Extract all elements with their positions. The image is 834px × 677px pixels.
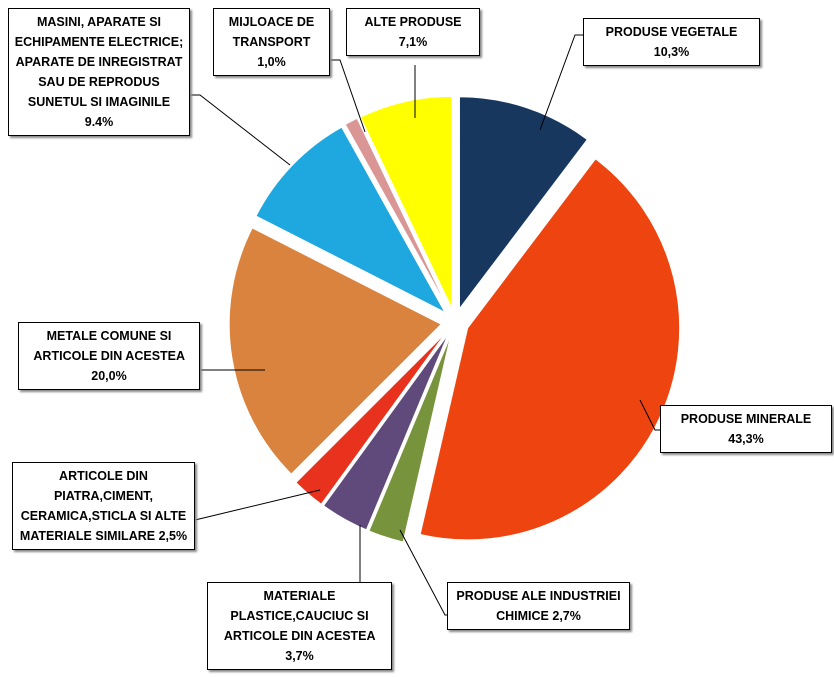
value-label: 1,0% (257, 55, 286, 69)
slice-label: ALTE PRODUSE 7,1% (346, 8, 480, 56)
value-label: 20,0% (91, 369, 127, 383)
leader-line (539, 34, 583, 131)
leader-line (194, 489, 321, 521)
pie-slice (359, 95, 453, 309)
value-label: 43,3% (728, 432, 764, 446)
pie-slice (322, 333, 449, 531)
leader-line (330, 59, 366, 133)
leader-line (399, 529, 447, 616)
value-label: 9.4% (84, 115, 114, 129)
pie-slice (295, 332, 447, 505)
category-name: ALTE PRODUSE (364, 15, 462, 29)
slice-label: MASINI, APARATE SI ECHIPAMENTE ELECTRICE… (8, 8, 190, 136)
category-name: ARTICOLE DIN PIATRA,CIMENT, CERAMICA,STI… (19, 469, 187, 543)
category-name: MIJLOACE DE TRANSPORT (228, 15, 315, 49)
value-label: 2,7% (552, 609, 581, 623)
slice-label: MIJLOACE DE TRANSPORT 1,0% (213, 8, 330, 76)
slice-label: PRODUSE MINERALE 43,3% (660, 405, 832, 453)
slice-label: METALE COMUNE SI ARTICOLE DIN ACESTEA 20… (18, 322, 200, 390)
value-label: 2,5% (158, 529, 188, 543)
category-name: METALE COMUNE SI ARTICOLE DIN ACESTEA (33, 329, 185, 363)
category-name: MASINI, APARATE SI ECHIPAMENTE ELECTRICE… (14, 15, 184, 109)
pie-slice (255, 126, 447, 314)
value-label: 7,1% (398, 35, 428, 49)
slice-label: ARTICOLE DIN PIATRA,CIMENT, CERAMICA,STI… (12, 462, 195, 550)
slice-label: PRODUSE VEGETALE 10,3% (583, 18, 760, 66)
leader-line (639, 399, 660, 431)
value-label: 3,7% (285, 649, 314, 663)
slice-label: MATERIALE PLASTICE,CAUCIUC SI ARTICOLE D… (207, 582, 392, 670)
category-name: PRODUSE MINERALE (680, 412, 812, 426)
value-label: 10,3% (653, 45, 690, 59)
category-name: MATERIALE PLASTICE,CAUCIUC SI ARTICOLE D… (223, 589, 376, 643)
pie-slice (368, 335, 452, 543)
pie-slice (344, 117, 450, 310)
category-name: PRODUSE VEGETALE (605, 25, 738, 39)
pie-slice (419, 158, 681, 541)
category-name: PRODUSE ALE INDUSTRIEI CHIMICE (456, 589, 621, 623)
slice-label: PRODUSE ALE INDUSTRIEI CHIMICE 2,7% (447, 582, 630, 630)
pie-slice (228, 227, 443, 475)
leader-line (190, 94, 291, 166)
pie-slice (458, 96, 588, 311)
